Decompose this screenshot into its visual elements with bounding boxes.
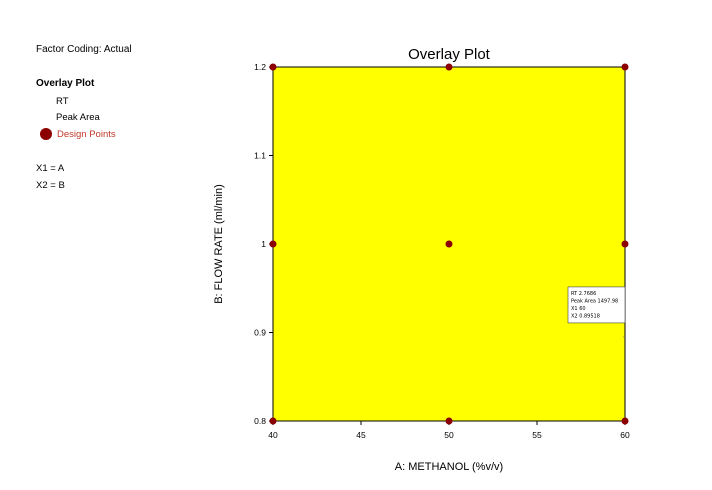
design-point bbox=[621, 240, 629, 248]
legend-item-peak-area: Peak Area bbox=[56, 112, 100, 123]
design-points-label: Design Points bbox=[57, 128, 116, 140]
factor-map-x1: X1 = A bbox=[36, 163, 65, 174]
factor-coding-label: Factor Coding: Actual bbox=[36, 44, 132, 55]
design-point-icon bbox=[40, 128, 52, 140]
annotation-line: X1 60 bbox=[571, 306, 586, 312]
design-point bbox=[269, 240, 277, 248]
x-tick-label: 40 bbox=[268, 430, 278, 440]
x-tick-label: 60 bbox=[620, 430, 630, 440]
legend-item-rt: RT bbox=[56, 96, 69, 107]
chart-title: Overlay Plot bbox=[408, 46, 491, 63]
factor-map-x2: X2 = B bbox=[36, 180, 65, 191]
y-axis-label: B: FLOW RATE (ml/min) bbox=[213, 184, 225, 304]
design-point bbox=[621, 417, 629, 425]
annotation-line: Peak Area 1497.98 bbox=[571, 298, 618, 304]
design-point bbox=[445, 63, 453, 71]
design-point bbox=[445, 417, 453, 425]
legend-panel: Factor Coding: Actual Overlay Plot RT Pe… bbox=[0, 0, 200, 200]
x-axis-label: A: METHANOL (%v/v) bbox=[395, 461, 503, 473]
annotation-box bbox=[567, 286, 626, 324]
design-point bbox=[269, 417, 277, 425]
legend-item-design-points: Design Points bbox=[40, 128, 116, 140]
x-tick-label: 45 bbox=[356, 430, 366, 440]
x-tick-label: 55 bbox=[532, 430, 542, 440]
legend-title: Overlay Plot bbox=[36, 78, 95, 89]
y-tick-label: 0.8 bbox=[254, 416, 266, 426]
design-point bbox=[269, 63, 277, 71]
y-tick-label: 0.9 bbox=[254, 328, 266, 338]
y-tick-label: 1.2 bbox=[254, 62, 266, 72]
annotation-line: RT 2.7686 bbox=[571, 291, 596, 297]
y-tick-label: 1.1 bbox=[254, 151, 266, 161]
annotation-line: X2 0.89518 bbox=[571, 313, 600, 319]
design-point bbox=[445, 240, 453, 248]
y-tick-label: 1 bbox=[261, 239, 266, 249]
x-tick-label: 50 bbox=[444, 430, 454, 440]
design-point bbox=[621, 63, 629, 71]
